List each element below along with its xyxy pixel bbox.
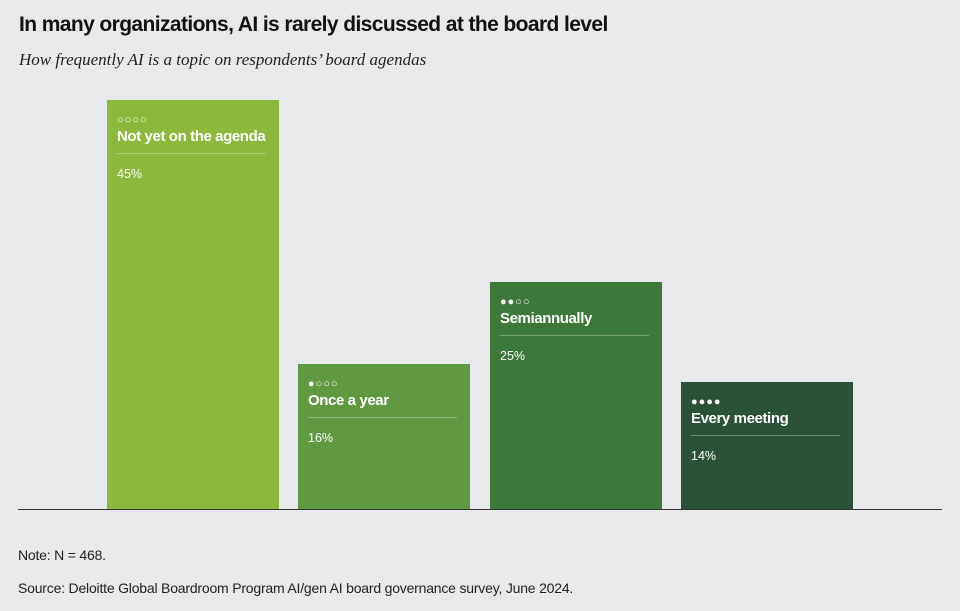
bar: ●○○○ Once a year 16%: [298, 363, 470, 509]
data-label: 45%: [117, 167, 143, 181]
data-label: 14%: [691, 448, 717, 463]
category-label: Every meeting: [691, 410, 840, 436]
x-axis-baseline: [18, 509, 942, 510]
note-text: Note: N = 468.: [18, 547, 106, 563]
bar-chart: ○○○○ Not yet on the agenda 45% ●○○○ Once a y…: [107, 100, 853, 509]
data-label: 25%: [500, 348, 526, 363]
chart-subtitle: How frequently AI is a topic on responde…: [19, 50, 427, 69]
category-label: Not yet on the agenda: [117, 128, 266, 154]
frequency-dots-icon: ●○○○: [308, 377, 339, 390]
bar: ○○○○ Not yet on the agenda 45%: [107, 100, 279, 509]
frequency-dots-icon: ●●○○: [500, 295, 531, 308]
category-label: Semiannually: [500, 310, 649, 336]
chart-title: In many organizations, AI is rarely disc…: [19, 13, 608, 36]
bar: ●●○○ Semiannually 25%: [490, 281, 662, 509]
data-label: 16%: [308, 430, 334, 445]
source-text: Source: Deloitte Global Boardroom Progra…: [18, 580, 574, 596]
category-label: Once a year: [308, 392, 457, 418]
frequency-dots-icon: ○○○○: [117, 114, 148, 126]
frequency-dots-icon: ●●●●: [691, 395, 722, 408]
bar: ●●●● Every meeting 14%: [681, 381, 853, 509]
